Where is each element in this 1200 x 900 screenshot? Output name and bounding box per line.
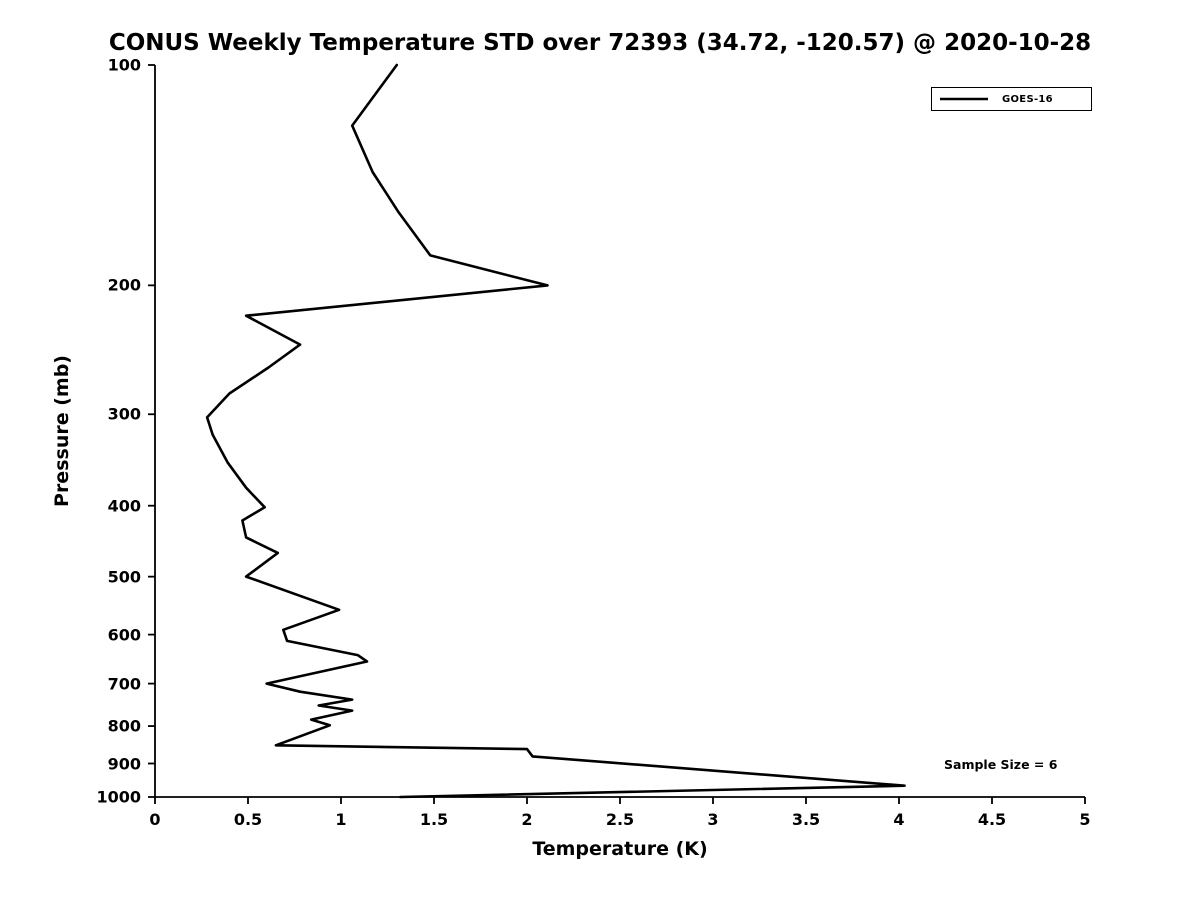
x-tick-label: 1.5 — [419, 810, 449, 829]
x-tick-label: 1 — [335, 810, 347, 829]
y-tick-label: 200 — [107, 275, 141, 295]
y-tick-label: 900 — [107, 754, 141, 773]
y-tick-label: 500 — [107, 567, 141, 587]
y-tick-label: 1000 — [96, 787, 141, 807]
legend-label-goes16: GOES-16 — [1002, 93, 1053, 105]
x-tick-label: 0.5 — [233, 810, 263, 829]
legend-line-swatch — [940, 97, 988, 101]
y-tick-label: 600 — [107, 625, 141, 645]
x-tick-label: 0 — [149, 810, 161, 829]
x-tick-label: 5 — [1079, 810, 1091, 829]
y-tick-label: 100 — [107, 55, 141, 75]
y-tick-label: 700 — [107, 674, 141, 694]
goes16-series-line — [205, 63, 906, 799]
x-tick-label: 3.5 — [791, 810, 821, 829]
x-axis-label: Temperature (K) — [532, 838, 708, 860]
x-tick-label: 2 — [521, 810, 533, 829]
x-tick-label: 3 — [707, 810, 719, 829]
y-tick-label: 300 — [107, 404, 141, 424]
y-tick-label: 400 — [107, 496, 141, 516]
x-tick-label: 2.5 — [605, 810, 635, 829]
chart-title: CONUS Weekly Temperature STD over 72393 … — [108, 30, 1092, 56]
legend: GOES-16 — [931, 87, 1092, 111]
x-tick-label: 4 — [893, 810, 905, 829]
x-tick-label: 4.5 — [977, 810, 1007, 829]
y-tick-label: 800 — [107, 716, 141, 736]
sample-size-annotation: Sample Size = 6 — [944, 757, 1058, 772]
